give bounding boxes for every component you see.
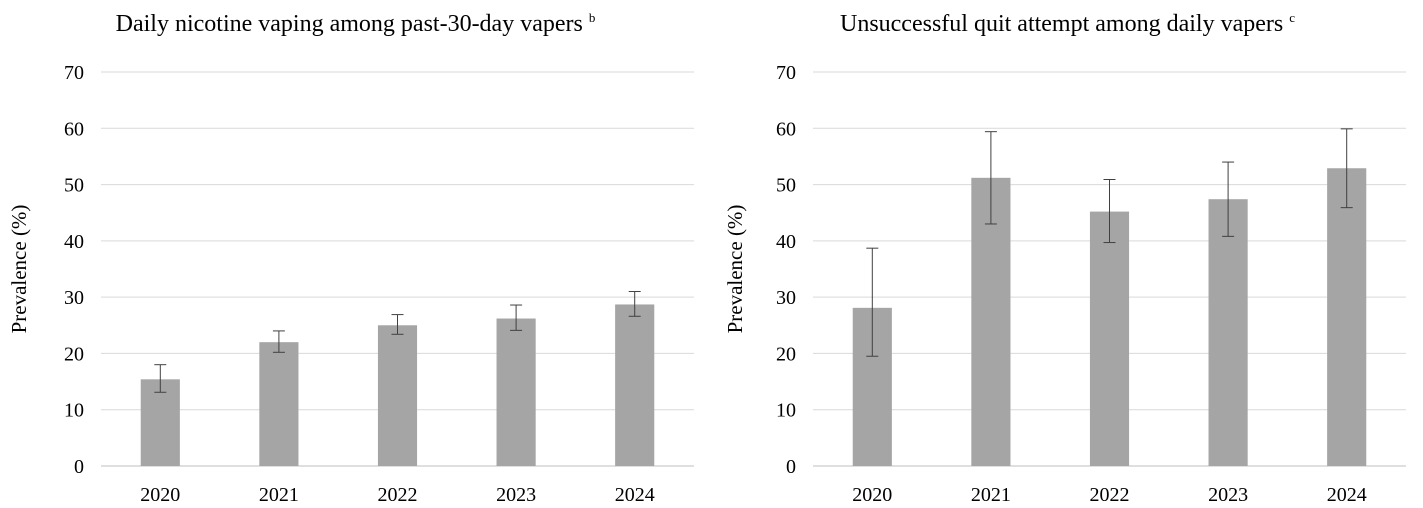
y-tick-label: 10 <box>776 400 796 422</box>
x-tick-label: 2020 <box>852 484 892 506</box>
bar <box>140 379 180 466</box>
x-tick-label: 2022 <box>378 484 418 506</box>
x-tick-label: 2021 <box>971 484 1011 506</box>
bar <box>971 177 1011 466</box>
y-tick-label: 70 <box>64 62 84 84</box>
bar <box>1089 211 1130 466</box>
y-tick-label: 20 <box>64 343 84 365</box>
x-tick-label: 2023 <box>1208 484 1248 506</box>
bar <box>496 318 536 466</box>
chart-title-superscript: c <box>1289 10 1295 25</box>
y-tick-label: 0 <box>786 456 796 478</box>
y-tick-label: 0 <box>74 456 84 478</box>
x-tick-label: 2022 <box>1090 484 1130 506</box>
bar <box>1208 199 1248 466</box>
y-tick-label: 30 <box>776 287 796 309</box>
y-tick-label: 60 <box>776 118 796 140</box>
x-tick-label: 2021 <box>259 484 299 506</box>
y-tick-label: 40 <box>776 231 796 253</box>
x-tick-label: 2024 <box>1327 484 1367 506</box>
chart-title: Daily nicotine vaping among past-30-day … <box>0 10 711 38</box>
y-tick-label: 10 <box>64 400 84 422</box>
y-tick-label: 70 <box>776 62 796 84</box>
chart-title-superscript: b <box>588 10 596 25</box>
y-tick-label: 20 <box>776 343 796 365</box>
x-tick-label: 2023 <box>496 484 536 506</box>
chart-title: Unsuccessful quit attempt among daily va… <box>712 10 1423 38</box>
y-axis-label: Prevalence (%) <box>7 205 31 334</box>
y-tick-label: 50 <box>64 175 84 197</box>
y-tick-label: 30 <box>64 287 84 309</box>
y-axis-label: Prevalence (%) <box>723 205 747 334</box>
bar <box>615 304 655 466</box>
y-tick-label: 60 <box>64 118 84 140</box>
chart-panel-quit-attempt: Unsuccessful quit attempt among daily va… <box>712 0 1423 508</box>
bar-chart-quit-attempt: 0 10 20 30 40 50 60 70 2020 2021 2022 2023 2024 Preva… <box>723 62 1406 506</box>
chart-title-text: Unsuccessful quit attempt among daily va… <box>839 11 1284 37</box>
y-tick-label: 50 <box>776 175 796 197</box>
bar <box>377 325 418 466</box>
y-tick-label: 40 <box>64 231 84 253</box>
x-tick-label: 2020 <box>140 484 180 506</box>
bar-chart-daily-vaping: 0 10 20 30 40 50 60 70 2020 2021 2022 2023 2024 Preva… <box>7 62 694 506</box>
chart-panel-daily-vaping: Daily nicotine vaping among past-30-day … <box>0 0 711 508</box>
x-tick-label: 2024 <box>615 484 655 506</box>
chart-title-text: Daily nicotine vaping among past-30-day … <box>115 11 583 37</box>
bar <box>259 342 299 466</box>
bar <box>1327 168 1367 466</box>
